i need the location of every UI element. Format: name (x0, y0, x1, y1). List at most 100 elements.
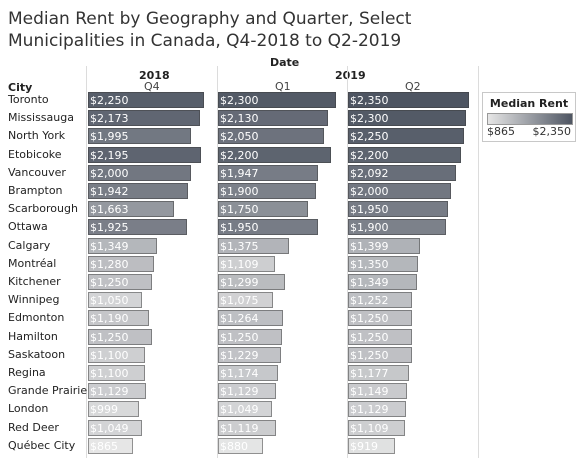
bar[interactable] (218, 183, 316, 199)
bar[interactable] (88, 128, 191, 145)
bar[interactable] (348, 346, 412, 363)
bar[interactable] (218, 164, 318, 181)
bar[interactable] (88, 419, 142, 436)
bar-value-label: $1,942 (90, 185, 129, 198)
bar[interactable] (218, 128, 324, 145)
bar-value-label: $1,349 (350, 276, 389, 289)
bar[interactable] (218, 383, 276, 400)
bar[interactable] (88, 328, 152, 345)
bar[interactable] (348, 92, 469, 108)
bar-value-label: $1,049 (90, 421, 129, 435)
bar-value-label: $2,350 (350, 94, 389, 107)
bar[interactable] (348, 401, 406, 418)
bar[interactable] (88, 255, 154, 272)
bar[interactable] (218, 419, 276, 436)
bar[interactable] (348, 419, 405, 436)
bar[interactable] (88, 146, 201, 163)
bar[interactable] (88, 92, 204, 108)
bar-value-label: $865 (90, 439, 118, 453)
bar[interactable] (88, 383, 146, 400)
bar[interactable] (88, 219, 187, 236)
bar[interactable] (88, 164, 191, 181)
city-label: Kitchener (8, 275, 61, 288)
bar[interactable] (218, 365, 278, 381)
city-label: Toronto (8, 93, 49, 106)
bar-value-label: $1,750 (220, 203, 259, 217)
bar-value-label: $1,075 (220, 294, 259, 308)
bar-value-label: $1,109 (350, 421, 389, 435)
bar[interactable] (348, 183, 451, 199)
city-label: Winnipeg (8, 293, 60, 307)
bar-value-label: $1,250 (90, 276, 129, 289)
panel-divider (478, 66, 479, 458)
bar[interactable] (88, 401, 139, 418)
bar[interactable] (218, 92, 336, 108)
bar-value-label: $1,049 (220, 403, 259, 417)
bar-value-label: $1,129 (90, 385, 129, 399)
year-header-2019: 2019 (335, 69, 366, 82)
bar-value-label: $2,300 (220, 94, 259, 107)
city-label: Red Deer (8, 420, 59, 434)
bar[interactable] (348, 110, 466, 127)
bar-value-label: $1,950 (350, 203, 389, 217)
bar[interactable] (348, 128, 464, 145)
bar-value-label: $1,119 (220, 421, 259, 435)
bar[interactable] (348, 255, 418, 272)
bar[interactable] (348, 219, 446, 236)
bar[interactable] (88, 437, 133, 454)
bar[interactable] (218, 146, 331, 163)
bar-value-label: $1,250 (90, 330, 129, 344)
bar[interactable] (218, 437, 263, 454)
bar[interactable] (348, 437, 395, 454)
bar-value-label: $1,129 (350, 403, 389, 417)
bar-value-label: $1,350 (350, 257, 389, 271)
bar[interactable] (348, 328, 412, 345)
bar[interactable] (218, 292, 273, 309)
bar[interactable] (88, 237, 157, 254)
bar[interactable] (88, 110, 200, 127)
bar[interactable] (348, 146, 461, 163)
bar[interactable] (218, 255, 275, 272)
bar-value-label: $1,349 (90, 239, 129, 253)
bar[interactable] (88, 346, 145, 363)
bar[interactable] (348, 365, 409, 381)
bar[interactable] (88, 365, 145, 381)
bar[interactable] (348, 237, 420, 254)
bar-value-label: $1,050 (90, 294, 129, 308)
color-legend[interactable]: Median Rent $865 $2,350 (482, 92, 576, 142)
bar-value-label: $1,925 (90, 221, 129, 235)
city-label: Grande Prairie (8, 384, 88, 398)
bar[interactable] (348, 383, 407, 400)
year-header-2018: 2018 (139, 69, 170, 82)
bar[interactable] (348, 292, 412, 309)
bar[interactable] (218, 328, 282, 345)
bar[interactable] (218, 219, 318, 236)
bar[interactable] (218, 110, 328, 127)
bar-value-label: $2,300 (350, 112, 389, 126)
city-label: Regina (8, 366, 46, 379)
bar[interactable] (88, 310, 149, 327)
bar-value-label: $2,050 (220, 130, 259, 144)
bar[interactable] (218, 237, 289, 254)
bar[interactable] (348, 274, 417, 290)
bar[interactable] (218, 310, 283, 327)
bar[interactable] (218, 274, 285, 290)
bar-value-label: $1,100 (90, 348, 129, 362)
bar[interactable] (218, 401, 272, 418)
bar[interactable] (348, 164, 456, 181)
bar[interactable] (88, 292, 142, 309)
bar[interactable] (348, 201, 448, 218)
city-label: Mississauga (8, 111, 74, 125)
bar[interactable] (348, 310, 412, 327)
bar[interactable] (88, 183, 188, 199)
bar[interactable] (88, 201, 174, 218)
bar-value-label: $1,250 (220, 330, 259, 344)
bar-value-label: $1,995 (90, 130, 129, 144)
bar-value-label: $1,252 (350, 294, 389, 308)
bar[interactable] (218, 201, 308, 218)
city-header: City (8, 81, 33, 94)
bar-value-label: $1,950 (220, 221, 259, 235)
bar[interactable] (218, 346, 281, 363)
city-label: Hamilton (8, 329, 58, 343)
bar[interactable] (88, 274, 152, 290)
